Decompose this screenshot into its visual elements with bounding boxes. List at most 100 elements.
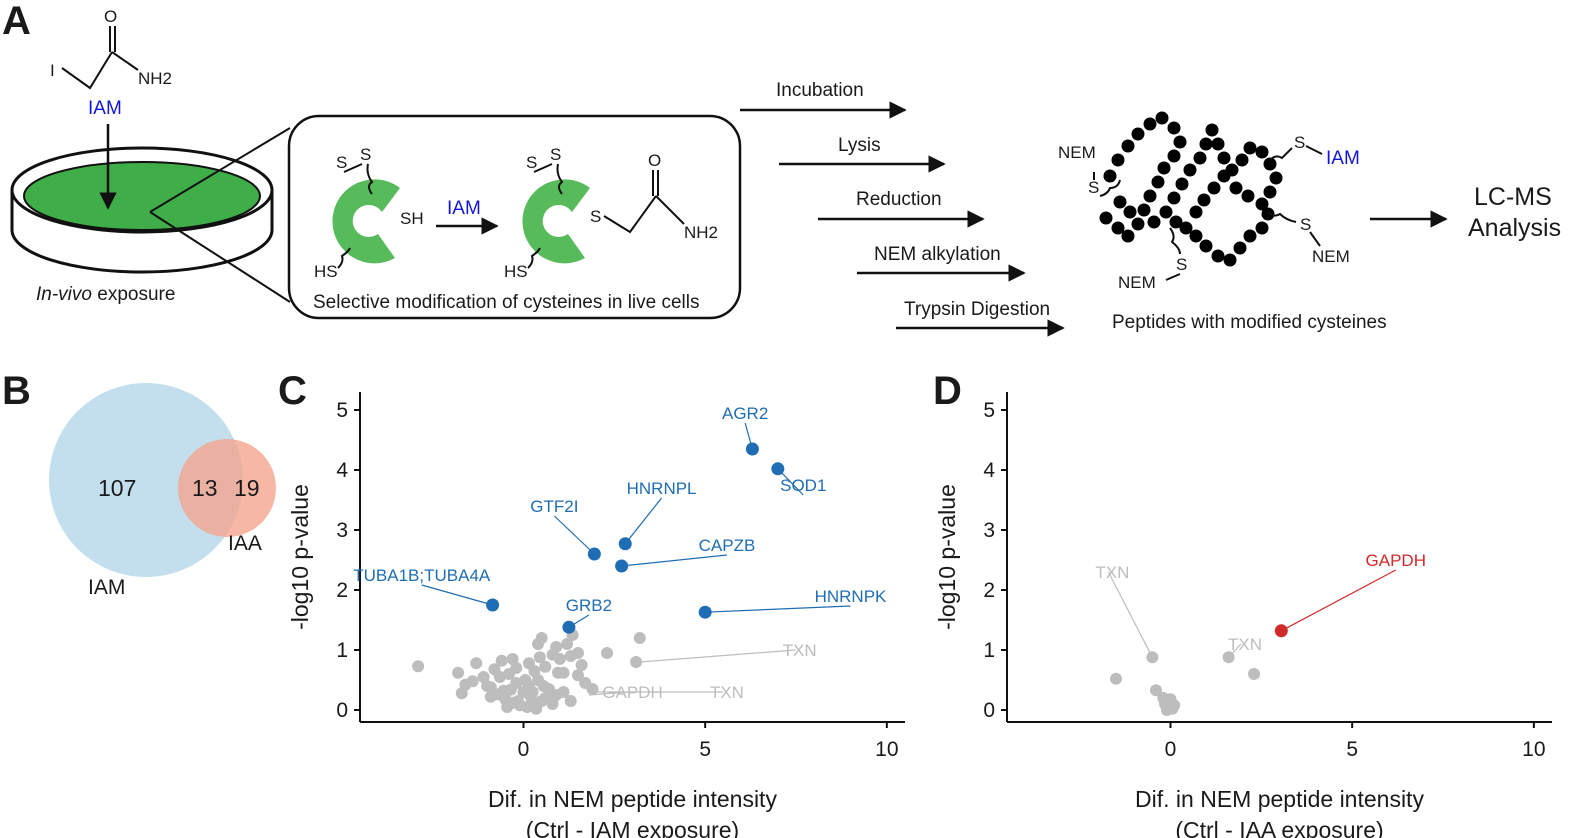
data-point <box>484 690 497 703</box>
x-tick-label: 10 <box>875 738 898 761</box>
panel-label-b: B <box>2 369 31 413</box>
point-label: TXN <box>783 641 817 660</box>
svg-text:S: S <box>1088 178 1099 197</box>
highlighted-point <box>486 598 500 612</box>
panel-label-d: D <box>933 369 962 413</box>
x-tick-label: 0 <box>1165 738 1177 761</box>
data-point <box>546 698 559 710</box>
data-point <box>481 680 494 692</box>
venn-iaa-only: 19 <box>234 475 260 501</box>
data-point <box>633 632 646 644</box>
peptide-bead <box>1255 145 1269 159</box>
peptide-bead <box>1183 163 1197 177</box>
svg-text:NEM: NEM <box>1312 247 1350 266</box>
data-point <box>539 660 552 673</box>
y-tick-label: 3 <box>336 519 348 542</box>
data-point <box>586 683 599 695</box>
data-point <box>1149 684 1162 697</box>
peptide-bead <box>1269 171 1283 185</box>
peptide-bead <box>1229 181 1243 195</box>
dish-caption: In-vivo exposure <box>36 284 175 305</box>
x-axis-label-2: (Ctrl - IAM exposure) <box>526 817 739 838</box>
label-leader <box>705 605 851 613</box>
peptide-bead <box>1151 175 1165 189</box>
peptide-bead <box>1103 169 1117 183</box>
point-label: GRB2 <box>566 596 612 615</box>
svg-text:S: S <box>360 145 371 164</box>
step-reduction: Reduction <box>856 189 942 210</box>
y-tick-label: 2 <box>336 579 348 602</box>
svg-text:IAM: IAM <box>1326 148 1360 169</box>
venn-overlap: 13 <box>192 475 218 501</box>
data-point <box>412 660 425 673</box>
x-axis-label: Dif. in NEM peptide intensity <box>488 786 777 812</box>
peptide-bead <box>1111 153 1125 167</box>
point-label: TXN <box>1095 563 1129 582</box>
highlighted-point <box>698 605 712 619</box>
highlighted-point <box>587 547 601 561</box>
panel-label-c: C <box>278 369 307 413</box>
peptide-bead <box>1241 189 1255 203</box>
point-label: TXN <box>710 683 744 702</box>
peptide-bead <box>1155 111 1169 125</box>
atom-amine: NH2 <box>138 69 172 88</box>
label-leader <box>1228 643 1242 658</box>
data-point <box>512 695 525 707</box>
y-axis-label: -log10 p-value <box>934 484 960 630</box>
data-point <box>522 657 535 670</box>
highlighted-point <box>615 559 629 573</box>
y-tick-label: 1 <box>336 639 348 662</box>
data-point <box>519 674 532 686</box>
peptide-bead <box>1173 135 1187 149</box>
data-point <box>550 641 563 653</box>
peptide-bead <box>1189 205 1203 219</box>
box-caption: Selective modification of cysteines in l… <box>313 292 700 313</box>
data-point <box>501 701 514 713</box>
step-trypsin-digestion: Trypsin Digestion <box>904 299 1050 320</box>
data-point <box>533 651 546 664</box>
data-point <box>575 659 588 671</box>
peptide-bead <box>1261 207 1275 221</box>
peptide-bead <box>1167 191 1181 205</box>
peptide-bead <box>1205 123 1219 137</box>
peptide-bead <box>1167 121 1181 135</box>
svg-text:S: S <box>590 207 601 226</box>
peptide-bead <box>1263 157 1277 171</box>
step-lysis: Lysis <box>838 135 881 156</box>
point-label: TXN <box>1228 635 1262 654</box>
label-leader <box>421 584 493 606</box>
x-tick-label: 0 <box>518 738 530 761</box>
x-tick-label: 5 <box>1346 738 1358 761</box>
peptide-bead <box>1137 203 1151 217</box>
peptide-bead <box>1207 181 1221 195</box>
point-label: HNRNPL <box>627 479 697 498</box>
peptide-bead <box>1211 137 1225 151</box>
peptide-bead <box>1143 117 1157 131</box>
volcano-plot-iaa: 0 1 2 3 4 5 0 5 10 Dif. in NEM peptide intensity (… <box>934 392 1552 838</box>
label-leader <box>639 649 796 663</box>
point-label: GAPDH <box>1366 551 1426 570</box>
highlighted-point <box>1274 624 1288 638</box>
point-label: SOD1 <box>780 476 826 495</box>
svg-text:S: S <box>526 153 537 172</box>
data-point <box>553 653 566 665</box>
svg-text:S: S <box>336 153 347 172</box>
data-point <box>1168 699 1181 712</box>
y-tick-label: 5 <box>983 399 995 422</box>
data-point <box>537 680 550 692</box>
data-point <box>510 662 523 674</box>
peptide-labels: NEM S S IAM S NEM S NEM <box>1058 133 1360 292</box>
lcms-line1: LC-MS <box>1474 183 1552 211</box>
data-point <box>470 657 483 670</box>
highlighted-point <box>562 620 576 634</box>
data-point <box>455 687 468 700</box>
peptide-bead <box>1255 197 1269 211</box>
peptide-bead <box>1179 221 1193 235</box>
atom-iodine: I <box>50 61 55 80</box>
data-point <box>504 683 517 696</box>
petri-dish: In-vivo exposure <box>10 124 274 305</box>
venn-label-iaa: IAA <box>228 532 262 555</box>
svg-text:O: O <box>648 151 661 170</box>
iam-structure: I O NH2 IAM <box>50 7 172 119</box>
